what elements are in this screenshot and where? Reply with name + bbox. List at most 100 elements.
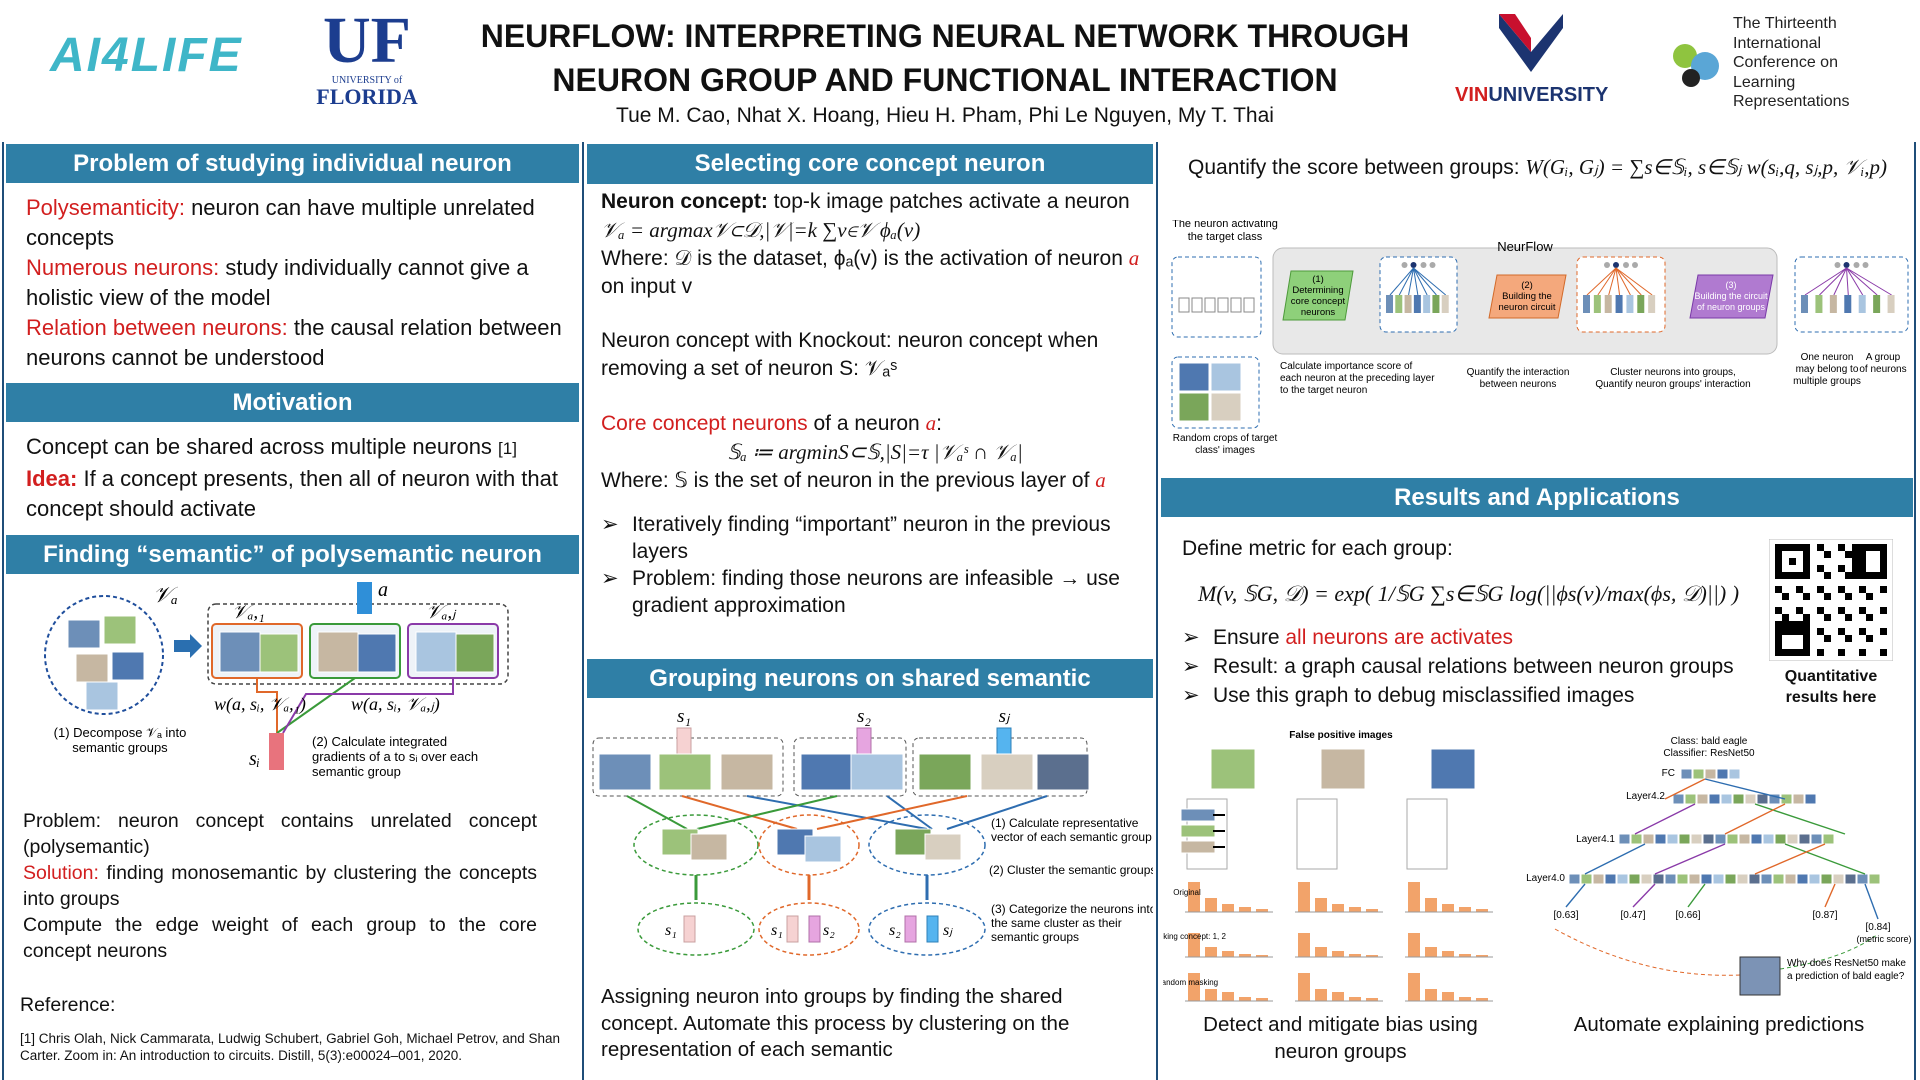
edge xyxy=(1654,843,1726,875)
neuron-bar xyxy=(1604,295,1612,313)
qr-module xyxy=(1775,621,1782,628)
bias-bar xyxy=(1425,898,1437,912)
iclr-line: International xyxy=(1733,34,1822,52)
fig-note: (1) Decompose 𝒱ₐ into xyxy=(54,725,187,740)
score-box xyxy=(1406,798,1448,870)
define-line: Define metric for each group: xyxy=(1182,537,1453,560)
qr-module xyxy=(1824,614,1831,621)
edge xyxy=(1664,778,1706,800)
bias-bar xyxy=(1349,997,1361,1001)
neuron-bar xyxy=(1637,295,1645,313)
qr-module xyxy=(1838,586,1845,593)
qr-module xyxy=(1880,586,1887,593)
image-patch xyxy=(1868,873,1881,885)
formula: 𝒱ₐ = argmax𝒱⊂𝒟,|𝒱|=k ∑v∈𝒱 ϕₐ(v) xyxy=(601,218,921,242)
core-line: Core concept neurons of a neuron a: xyxy=(601,409,1149,438)
iclr-line: Learning xyxy=(1733,73,1796,91)
flow xyxy=(1779,933,1879,970)
qr-module xyxy=(1789,649,1796,656)
neuron-bar xyxy=(1626,295,1634,313)
qr-module xyxy=(1796,649,1803,656)
image-patch xyxy=(918,753,972,791)
spacer xyxy=(601,301,1149,327)
edge xyxy=(1413,267,1428,296)
edge xyxy=(1413,267,1437,296)
image-patch xyxy=(103,615,137,645)
image-patch xyxy=(1784,873,1797,885)
edge xyxy=(946,795,1048,830)
fig-label: s₁ xyxy=(771,922,783,939)
fig-label: s₁ xyxy=(677,706,691,727)
qr-module xyxy=(1866,614,1873,621)
qr-module xyxy=(1824,551,1831,558)
image-patch xyxy=(1592,873,1605,885)
fig-label: w(a, sᵢ, 𝒱ₐ,ⱼ) xyxy=(351,694,440,715)
qr-module xyxy=(1880,551,1887,558)
edge xyxy=(1413,267,1419,296)
text: Quantify the score between groups: xyxy=(1188,156,1526,179)
edge xyxy=(1804,267,1847,296)
qr-module xyxy=(1775,586,1782,593)
bias-bar xyxy=(1188,973,1200,1001)
image-patch xyxy=(1726,833,1739,845)
[object SVGAnimatedString] xyxy=(661,828,962,863)
edge xyxy=(1632,883,1656,908)
qr-module xyxy=(1852,565,1859,572)
solution: Solution: finding monosemantic by cluste… xyxy=(23,860,537,912)
text: : xyxy=(936,412,942,435)
fig-note: core concept xyxy=(1291,296,1346,307)
qr-module xyxy=(1852,551,1859,558)
step-box xyxy=(1282,270,1354,321)
qr-module xyxy=(1873,544,1880,551)
qr-module xyxy=(1782,628,1789,635)
edge xyxy=(276,677,356,734)
concept-text: top-k image patches activate a neuron xyxy=(767,190,1130,213)
qr-module xyxy=(1824,635,1831,642)
neuron-bar xyxy=(1648,295,1656,313)
edge xyxy=(1846,267,1864,296)
fig-note: semantic groups xyxy=(991,930,1079,944)
neuron-bar xyxy=(1858,295,1866,313)
qr-module xyxy=(1796,544,1803,551)
spacer xyxy=(601,495,1149,511)
iclr-mark xyxy=(1673,44,1719,87)
qr-caption: Quantitative results here xyxy=(1755,666,1907,708)
[object SVGAnimatedString] xyxy=(1775,544,1887,656)
crops-box xyxy=(1171,356,1260,429)
qr-module xyxy=(1873,572,1880,579)
bias-bar xyxy=(1239,954,1251,957)
image-patch xyxy=(1774,833,1787,845)
concept-line: Neuron concept: top-k image patches acti… xyxy=(601,188,1149,216)
qr-module xyxy=(1859,649,1866,656)
image-patch xyxy=(1756,793,1769,805)
neuron-dot xyxy=(1420,262,1427,268)
input-image xyxy=(1739,956,1781,996)
qr-module xyxy=(1838,544,1845,551)
bias-bar xyxy=(1222,904,1234,912)
qr-module xyxy=(1775,544,1782,551)
edge xyxy=(681,795,798,830)
image-patch xyxy=(1210,748,1256,790)
image-patch xyxy=(1178,362,1210,392)
neuron-dot xyxy=(1843,262,1850,268)
image-patch xyxy=(800,753,854,791)
image-patch xyxy=(1780,793,1793,805)
image-patch xyxy=(67,619,101,649)
image-patch xyxy=(1430,748,1476,790)
bias-bar xyxy=(1222,992,1234,1001)
image-patch xyxy=(1640,873,1653,885)
fig-note: the same cluster as their xyxy=(991,916,1122,930)
where-line: Where: 𝕊 is the set of neuron in the pre… xyxy=(601,466,1149,495)
bias-bar xyxy=(1366,955,1378,957)
section-heading: Problem of studying individual neuron xyxy=(6,144,579,183)
qr-module xyxy=(1817,565,1824,572)
edge xyxy=(746,795,928,830)
input-box xyxy=(1171,256,1262,338)
item-text: neuron can have multiple unrelated conce… xyxy=(26,195,535,250)
placeholder xyxy=(1243,297,1255,313)
score: [0.66] xyxy=(1675,910,1700,921)
logo-ai4life: AI4LIFE xyxy=(50,29,243,82)
item-text: the causal relation between neurons cann… xyxy=(26,315,562,370)
explain-figure: Class: bald eagle Classifier: ResNet50 F… xyxy=(1526,736,1912,996)
column-divider xyxy=(1914,142,1916,1080)
